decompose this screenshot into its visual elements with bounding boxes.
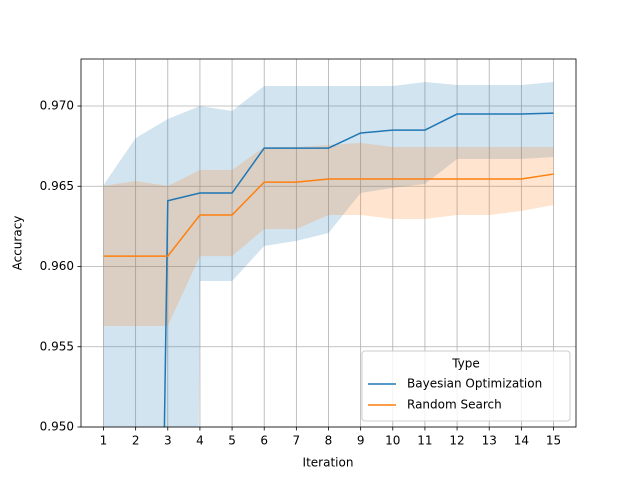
x-tick-label: 13 <box>482 434 497 448</box>
x-tick-label: 1 <box>100 434 108 448</box>
x-tick-label: 10 <box>385 434 400 448</box>
x-tick-label: 6 <box>260 434 268 448</box>
series-line <box>163 112 554 427</box>
y-tick-label: 0.950 <box>40 420 74 434</box>
x-tick-label: 14 <box>514 434 529 448</box>
ticks: 1 2 3 4 5 6 7 8 9 10 11 12 13 14 150.9500.9550.9600.96… <box>40 99 562 448</box>
x-tick-label: 4 <box>196 434 204 448</box>
legend-box <box>361 350 571 422</box>
x-tick-label: 3 <box>164 434 172 448</box>
x-tick-label: 2 <box>132 434 140 448</box>
x-axis-label: Iteration <box>303 456 354 470</box>
confidence-band <box>103 81 554 427</box>
y-tick-label: 0.955 <box>40 339 74 353</box>
x-tick-label: 8 <box>325 434 333 448</box>
plot-area <box>103 81 554 427</box>
x-tick-label: 9 <box>357 434 365 448</box>
series-line <box>103 173 554 257</box>
legend-label: Bayesian Optimization <box>407 377 542 391</box>
y-tick-label: 0.965 <box>40 179 74 193</box>
x-tick-label: 15 <box>546 434 561 448</box>
confidence-band <box>103 142 554 327</box>
legend: Type Bayesian Optimization Random Search <box>361 350 571 422</box>
legend-title: Type <box>451 357 480 371</box>
y-tick-label: 0.960 <box>40 259 74 273</box>
y-tick-label: 0.970 <box>40 99 74 113</box>
x-tick-label: 7 <box>293 434 301 448</box>
legend-label: Random Search <box>407 398 502 412</box>
x-tick-label: 11 <box>417 434 432 448</box>
x-tick-label: 5 <box>228 434 236 448</box>
y-axis-label: Accuracy <box>11 216 25 271</box>
x-tick-label: 12 <box>449 434 464 448</box>
